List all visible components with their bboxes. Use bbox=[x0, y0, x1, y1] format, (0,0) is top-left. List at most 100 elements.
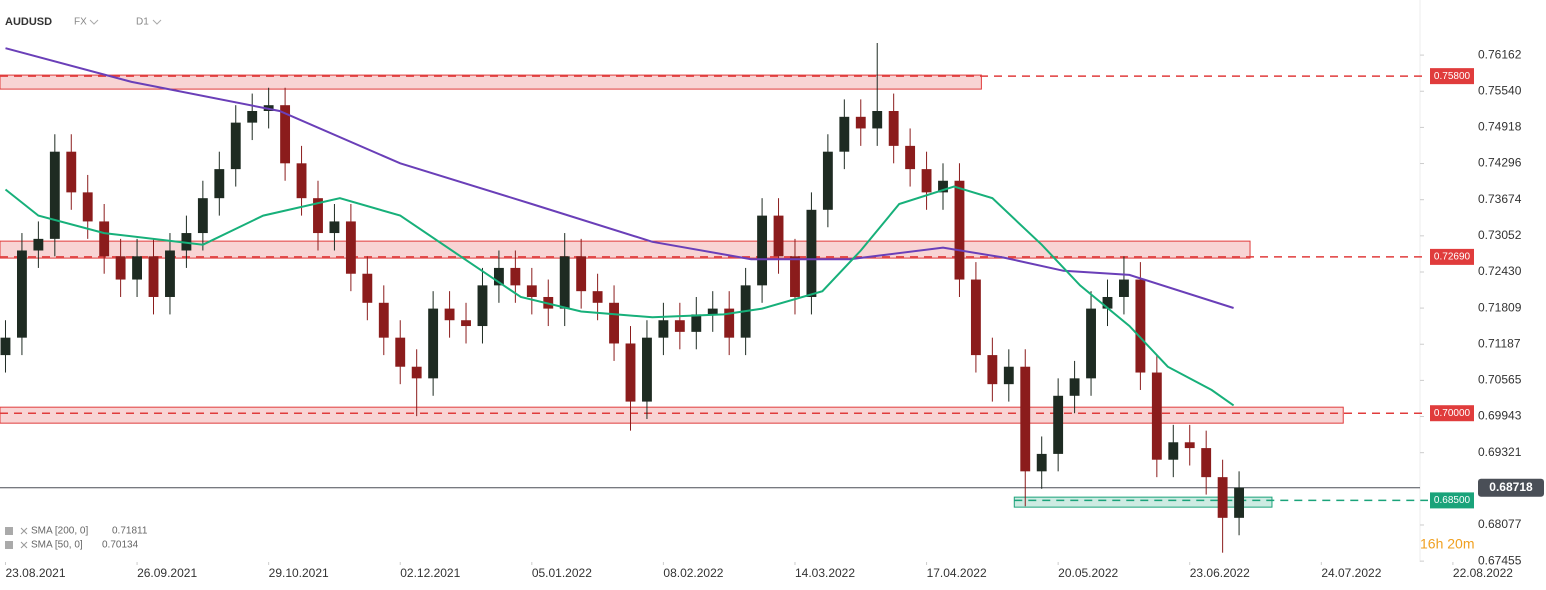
candle-body bbox=[329, 221, 340, 234]
candle-body bbox=[625, 343, 636, 402]
y-tick-label: 0.67455 bbox=[1478, 553, 1522, 567]
candle-timer: 16h 20m bbox=[1420, 536, 1474, 552]
candle-body bbox=[230, 122, 241, 170]
level-label-box bbox=[1430, 248, 1474, 265]
level-label-box bbox=[1430, 68, 1474, 85]
candle-body bbox=[576, 256, 587, 292]
candle-body bbox=[1119, 279, 1129, 297]
candle-body bbox=[49, 151, 60, 239]
legend-close[interactable] bbox=[20, 541, 28, 549]
legend-name: SMA [50, 0] bbox=[31, 540, 83, 551]
x-tick-label: 08.02.2022 bbox=[663, 566, 723, 580]
legend-name: SMA [200, 0] bbox=[31, 526, 88, 537]
candle-body bbox=[313, 198, 323, 234]
sma-line bbox=[5, 47, 1234, 309]
level-zone bbox=[0, 406, 1344, 424]
x-tick-label: 20.05.2022 bbox=[1058, 566, 1118, 580]
candle-body bbox=[148, 256, 159, 297]
y-tick-label: 0.71187 bbox=[1478, 336, 1521, 350]
legend-icon[interactable] bbox=[5, 527, 13, 535]
y-tick-label: 0.74296 bbox=[1478, 156, 1522, 170]
candle-body bbox=[1184, 442, 1195, 449]
candle-body bbox=[378, 302, 389, 338]
candle-body bbox=[1234, 487, 1245, 518]
y-tick-label: 0.74918 bbox=[1478, 120, 1522, 134]
candle-body bbox=[773, 215, 784, 257]
candle-body bbox=[757, 215, 768, 286]
candle-body bbox=[1086, 308, 1096, 379]
x-tick-label: 02.12.2021 bbox=[400, 566, 460, 580]
candle-body bbox=[658, 320, 669, 338]
interval[interactable]: D1 bbox=[136, 17, 149, 28]
x-tick-label: 14.03.2022 bbox=[795, 566, 855, 580]
candle-body bbox=[66, 151, 77, 193]
candle-body bbox=[1102, 296, 1113, 309]
y-tick-label: 0.70565 bbox=[1478, 373, 1522, 387]
candle-body bbox=[707, 308, 718, 315]
candle-body bbox=[905, 145, 916, 170]
y-tick-label: 0.71809 bbox=[1478, 300, 1522, 314]
level-label-box bbox=[1430, 405, 1474, 422]
candle-body bbox=[115, 256, 126, 280]
dropdown-icon[interactable] bbox=[152, 19, 162, 25]
candle-body bbox=[362, 273, 373, 303]
candle-body bbox=[247, 111, 258, 123]
last-price-label: 0.68718 bbox=[1489, 480, 1533, 494]
candle-body bbox=[1020, 366, 1031, 472]
candle-body bbox=[197, 198, 208, 234]
x-tick-label: 29.10.2021 bbox=[269, 566, 329, 580]
candle-body bbox=[493, 267, 504, 286]
symbol[interactable]: AUDUSD bbox=[5, 16, 52, 28]
candle-body bbox=[444, 308, 455, 321]
candle-body bbox=[461, 320, 471, 327]
candle-body bbox=[1135, 279, 1146, 373]
dropdown-icon[interactable] bbox=[89, 19, 99, 25]
candle-body bbox=[691, 314, 702, 332]
candle-body bbox=[1053, 395, 1064, 454]
x-tick-label: 26.09.2021 bbox=[137, 566, 197, 580]
candle-body bbox=[609, 302, 619, 344]
candle-body bbox=[1201, 448, 1212, 478]
market[interactable]: FX bbox=[74, 17, 87, 28]
x-tick-label: 17.04.2022 bbox=[927, 566, 987, 580]
legend-value: 0.71811 bbox=[112, 526, 148, 537]
level-label: 0.68500 bbox=[1434, 495, 1471, 506]
y-tick-label: 0.68077 bbox=[1478, 517, 1522, 531]
y-tick-label: 0.73052 bbox=[1478, 228, 1522, 242]
y-tick-label: 0.75540 bbox=[1478, 83, 1522, 97]
candle-body bbox=[510, 267, 521, 286]
candle-body bbox=[790, 256, 800, 297]
candle-body bbox=[970, 279, 981, 356]
candle-body bbox=[0, 337, 11, 356]
level-zone bbox=[0, 240, 1251, 259]
candle-body bbox=[33, 238, 44, 251]
candle-body bbox=[82, 192, 93, 222]
candle-body bbox=[559, 256, 570, 309]
x-tick-label: 24.07.2022 bbox=[1321, 566, 1381, 580]
candle-body bbox=[642, 337, 652, 402]
level-label: 0.75800 bbox=[1434, 71, 1471, 82]
candle-body bbox=[428, 308, 439, 379]
candle-body bbox=[1069, 378, 1080, 396]
candle-body bbox=[1003, 366, 1014, 385]
candle-body bbox=[165, 250, 175, 297]
candle-body bbox=[674, 320, 685, 332]
candle-body bbox=[987, 355, 998, 385]
candle-body bbox=[99, 221, 110, 257]
candle-body bbox=[839, 116, 850, 152]
x-tick-label: 23.06.2022 bbox=[1190, 566, 1250, 580]
candle-body bbox=[872, 111, 883, 129]
candle-body bbox=[938, 180, 948, 193]
candle-body bbox=[214, 169, 225, 199]
legend-close[interactable] bbox=[20, 527, 28, 535]
y-tick-label: 0.69943 bbox=[1478, 409, 1522, 423]
y-tick-label: 0.72430 bbox=[1478, 264, 1522, 278]
candle-body bbox=[855, 116, 866, 129]
candle-body bbox=[921, 169, 932, 193]
legend-icon[interactable] bbox=[5, 541, 13, 549]
candle-body bbox=[526, 285, 537, 297]
candle-body bbox=[280, 105, 291, 164]
candle-body bbox=[1168, 442, 1179, 460]
